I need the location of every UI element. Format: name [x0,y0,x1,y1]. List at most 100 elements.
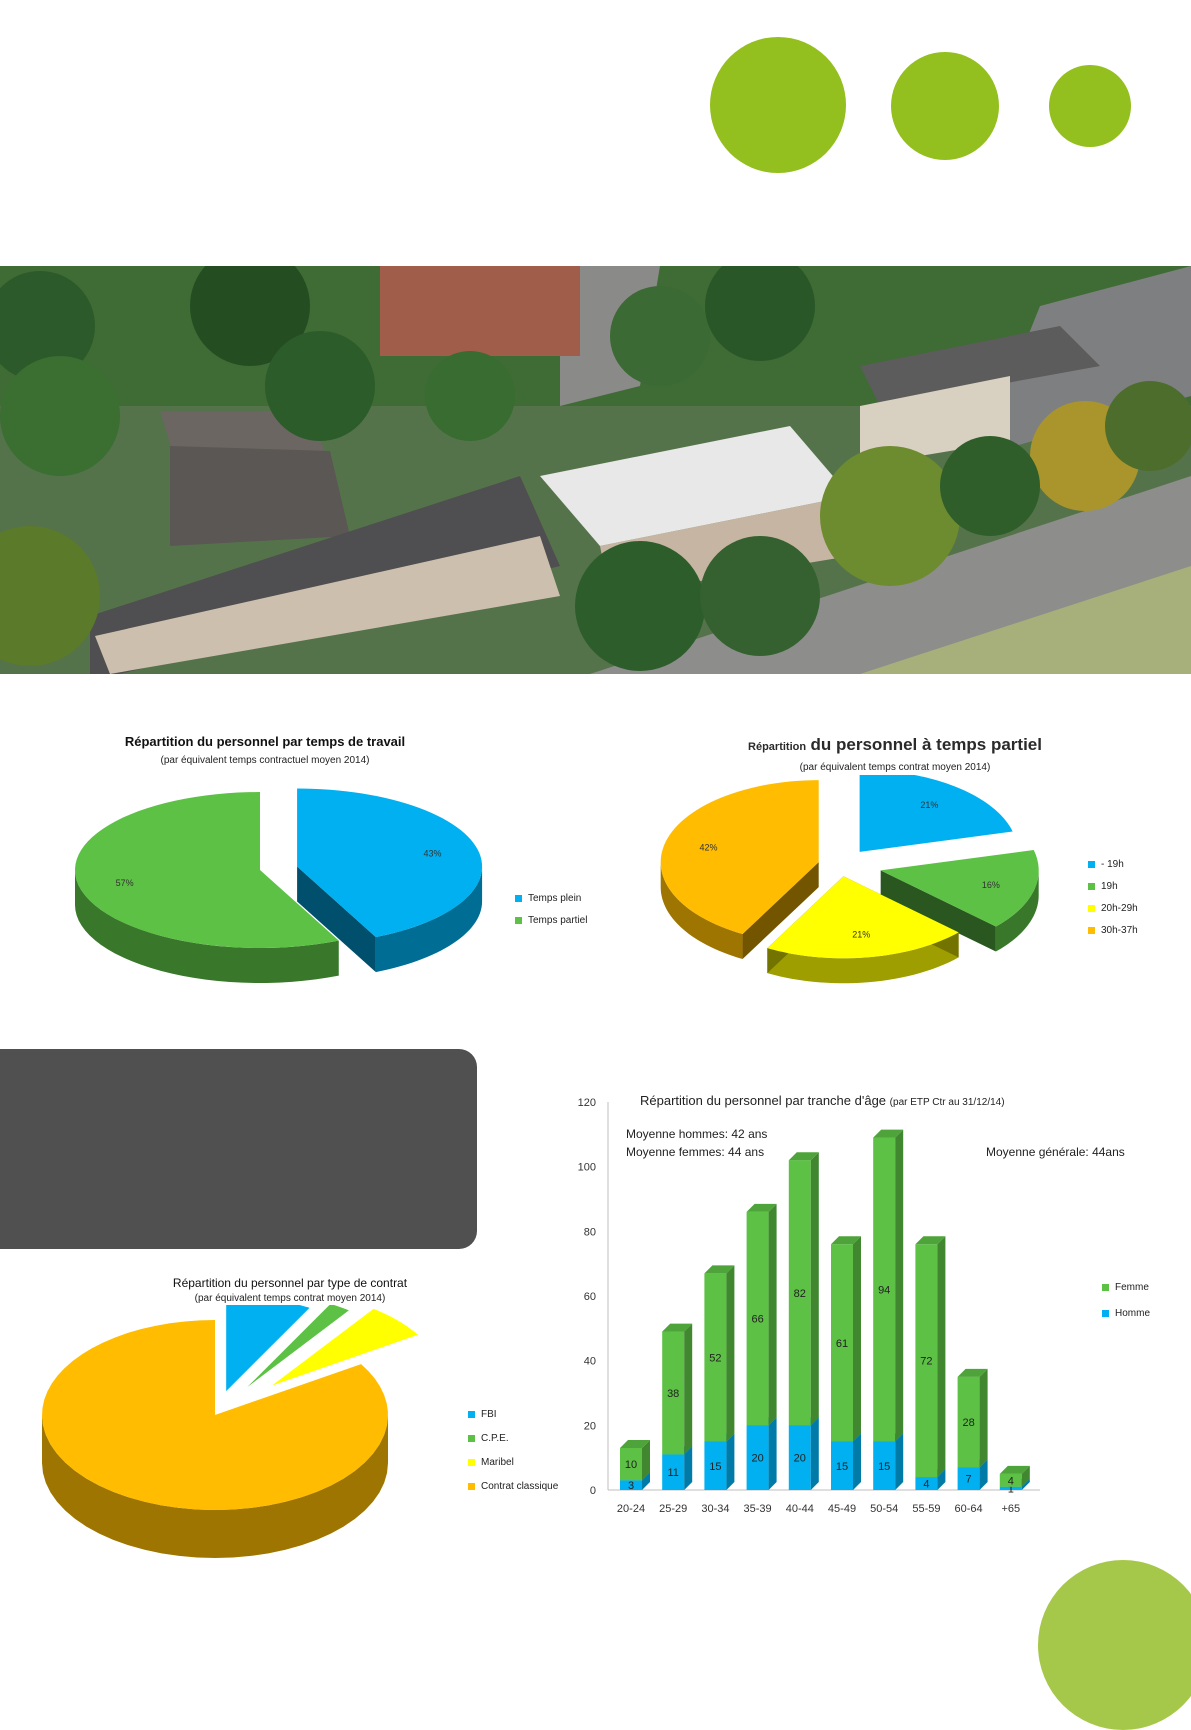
x-tick-label: 40-44 [786,1503,814,1515]
y-tick-label: 80 [584,1226,596,1238]
slice-side-temps-partiel [75,870,339,983]
bar-femme-65 [999,1465,1030,1487]
chart1-subtitle: (par équivalent temps contractuel moyen … [160,755,370,766]
bar-label-homme-20-24: 3 [628,1480,634,1492]
bar-label-homme-30-34: 15 [709,1461,721,1473]
chart2-title-big: du personnel à temps partiel [810,735,1042,754]
chart2-pie: 21% 16% 21% 42% [660,775,1039,984]
bar-label-femme-35-39: 66 [751,1314,763,1326]
legend-item-maribel: Maribel [468,1455,558,1469]
x-tick-label: 35-39 [744,1503,772,1515]
x-tick-label: 20-24 [617,1503,645,1515]
bar-label-homme-25-29: 11 [667,1467,678,1479]
x-tick-label: 60-64 [955,1503,983,1515]
chart1-legend: Temps plein Temps partiel [515,891,587,935]
chart2-title-small: Répartition [748,741,807,753]
chart1-pie: 43% 57% [75,788,483,983]
bar-femme-50-54 [873,1129,904,1442]
data-label-30h-37h: 42% [699,842,717,852]
x-tick-label: 50-54 [870,1503,898,1515]
x-tick-label: 55-59 [912,1503,940,1515]
x-tick-label: 30-34 [701,1503,729,1515]
legend-item-femme: Femme [1102,1280,1150,1294]
legend-item-30h-37h: 30h-37h [1088,923,1138,937]
chart2-legend: - 19h 19h 20h-29h 30h-37h [1088,857,1138,945]
chart4-title: Répartition du personnel par tranche d'â… [640,1093,1140,1108]
legend-item-20h-29h: 20h-29h [1088,901,1138,915]
chart4-title-note: (par ETP Ctr au 31/12/14) [889,1097,1005,1108]
bar-label-femme-65: 4 [1008,1475,1014,1487]
decor-circle-small [1049,65,1131,147]
bar-label-femme-60-64: 28 [962,1417,974,1429]
legend-item-cpe: C.P.E. [468,1431,558,1445]
bar-femme-30-34 [704,1265,735,1442]
bar-label-femme-40-44: 82 [794,1288,806,1300]
y-tick-label: 40 [584,1356,596,1368]
slice-contrat-classique [42,1320,388,1510]
decor-circle-medium [891,52,999,160]
slice-cut-30h-37h [742,862,819,960]
bar-label-homme-60-64: 7 [966,1474,972,1486]
slice-side-temps-plein [375,866,483,973]
data-label-19h: 16% [982,880,1000,890]
chart2-subtitle: (par équivalent temps contrat moyen 2014… [799,762,991,773]
bar-label-homme-40-44: 20 [794,1453,806,1465]
bar-femme-55-59 [915,1236,946,1478]
legend-item-moins-19h: - 19h [1088,857,1138,871]
x-tick-label: 25-29 [659,1503,687,1515]
slice-19h [859,775,1013,852]
x-tick-label: +65 [1001,1503,1020,1515]
dark-panel [0,1049,477,1249]
chart3-title: Répartition du personnel par type de con… [172,1276,408,1290]
y-tick-label: 120 [578,1097,596,1109]
chart3-subtitle: (par équivalent temps contrat moyen 2014… [194,1293,386,1304]
data-label-20h-29h: 21% [852,930,870,940]
legend-item-temps-partiel: Temps partiel [515,913,587,927]
chart4-title-main: Répartition du personnel par tranche d'â… [640,1093,887,1108]
legend-item-temps-plein: Temps plein [515,891,587,905]
x-tick-label: 45-49 [828,1503,856,1515]
y-tick-label: 0 [590,1485,596,1497]
slice-temps-plein [297,788,483,938]
annotation-moyenne-femmes: Moyenne femmes: 44 ans [626,1145,765,1159]
slice-20h-29h [767,876,959,959]
slice-c-p-e [247,1305,349,1388]
slice-cut-19h [880,870,996,952]
bar-label-femme-30-34: 52 [709,1352,721,1364]
chart4-bar: 02040608010012031020-24113825-29155230-3… [578,1097,1040,1515]
data-label-temps-plein: 43% [423,849,441,859]
bar-femme-60-64 [957,1368,988,1468]
slice-30h-37h [660,780,819,935]
slice-side-contrat-classique [42,1415,388,1558]
slice-side-19h [995,870,1039,952]
slice-side-30h-37h [660,862,743,960]
legend-item-homme: Homme [1102,1306,1150,1320]
slice-cut-temps-plein [297,866,376,973]
bar-label-homme-45-49: 15 [836,1461,848,1473]
chart2-title: Répartition du personnel à temps partiel [720,735,1070,755]
annotation-moyenne-hommes: Moyenne hommes: 42 ans [626,1127,768,1141]
bar-label-femme-45-49: 61 [836,1338,848,1350]
bar-label-femme-50-54: 94 [878,1285,890,1297]
slice-side-20h-29h [767,932,959,984]
bar-femme-35-39 [746,1203,777,1426]
bar-label-homme-35-39: 20 [751,1453,763,1465]
bar-label-femme-55-59: 72 [920,1356,932,1368]
decor-circle-large [710,37,846,173]
chart3-pie [42,1305,418,1558]
bar-femme-45-49 [831,1236,861,1442]
bar-label-homme-65: 1 [1008,1483,1014,1495]
campus-aerial-photo [0,266,1191,674]
y-tick-label: 60 [584,1291,596,1303]
legend-item-contrat-classique: Contrat classique [468,1479,558,1493]
slice-fbi [226,1305,310,1392]
slice-19h [880,850,1039,927]
annotation-moyenne-generale: Moyenne générale: 44ans [986,1145,1125,1159]
slice-maribel [271,1308,418,1386]
chart1-title: Répartition du personnel par temps de tr… [124,734,406,749]
bar-label-femme-25-29: 38 [667,1388,679,1400]
bar-label-femme-20-24: 10 [625,1459,637,1471]
bar-femme-20-24 [620,1439,650,1481]
data-label-temps-partiel: 57% [116,878,134,888]
bar-femme-25-29 [662,1323,693,1455]
